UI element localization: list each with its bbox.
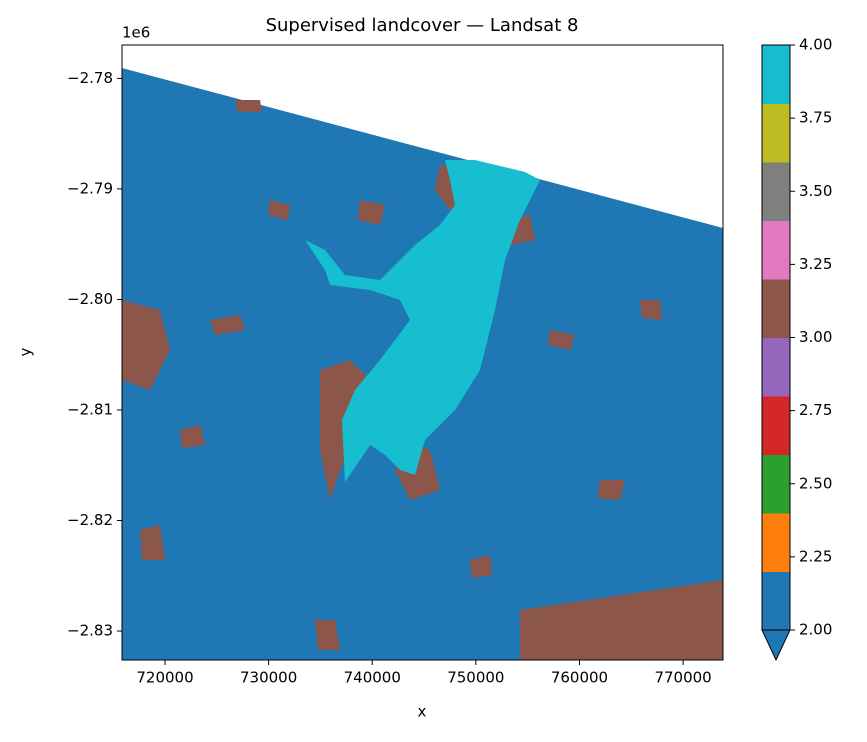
colorbar-band [762,162,790,221]
y-axis-label: y [17,347,35,356]
colorbar-tick-label: 3.50 [799,182,832,200]
y-tick-label: −2.82 [67,511,113,529]
x-tick-label: 740000 [344,669,401,687]
colorbar-band [762,45,790,104]
colorbar-extend [761,629,791,662]
colorbar-tick-label: 2.50 [799,474,832,492]
x-tick-label: 730000 [240,669,297,687]
colorbar-band [762,454,790,514]
colorbar-band [762,571,790,631]
colorbar-band [762,103,790,163]
colorbar-band [762,279,790,338]
colorbar-tick-label: 2.75 [799,401,832,419]
y-offset-label: 1e6 [122,24,150,42]
colorbar-tick-label: 3.75 [799,109,832,127]
y-tick-label: −2.83 [67,622,113,640]
y-tick-label: −2.79 [67,179,113,197]
colorbar-band [762,220,790,280]
plot-frame [121,44,724,661]
x-tick-label: 720000 [136,669,193,687]
colorbar-band [762,337,790,397]
x-tick-label: 750000 [447,669,504,687]
colorbar-band [762,513,790,572]
colorbar-tick-label: 2.00 [799,621,832,639]
colorbar-tick-label: 3.00 [799,328,832,346]
colorbar-band [762,396,790,455]
colorbar-tick-label: 4.00 [799,36,832,54]
colorbar-tick-label: 3.25 [799,255,832,273]
x-axis-label: x [418,703,427,721]
x-tick-label: 770000 [654,669,711,687]
chart-title: Supervised landcover — Landsat 8 [266,15,579,36]
y-tick-label: −2.80 [67,290,113,308]
y-tick-label: −2.78 [67,69,113,87]
raster-image [122,68,723,660]
colorbar-tick-label: 2.25 [799,547,832,565]
y-tick-label: −2.81 [67,400,113,418]
x-tick-label: 760000 [551,669,608,687]
